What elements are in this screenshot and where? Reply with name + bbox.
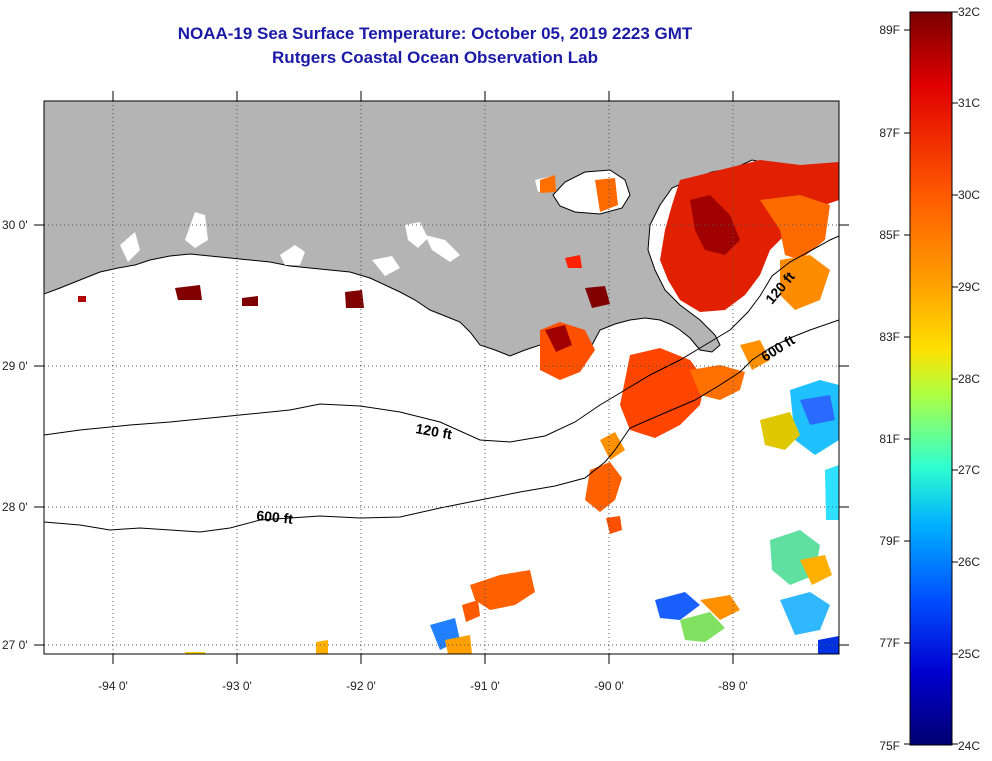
lon-label-89: -89 0' (718, 679, 748, 693)
axis-ticks (34, 91, 849, 664)
map-frame (43, 100, 840, 655)
colorbar-c-31: 31C (958, 96, 980, 110)
lon-label-93: -93 0' (222, 679, 252, 693)
lat-label-28: 28 0' (2, 500, 28, 514)
colorbar-f-89: 89F (879, 23, 900, 37)
colorbar-c-28: 28C (958, 372, 980, 386)
inland-water-3 (280, 245, 305, 265)
lat-label-29: 29 0' (2, 359, 28, 373)
colorbar-ticks (904, 11, 958, 745)
colorbar (909, 11, 953, 746)
graticule (44, 101, 839, 654)
sst-data-patches (78, 160, 839, 654)
colorbar-f-81: 81F (879, 432, 900, 446)
title-line-1: NOAA-19 Sea Surface Temperature: October… (177, 24, 693, 43)
inland-water-5 (425, 235, 460, 262)
lat-label-30: 30 0' (2, 218, 28, 232)
colorbar-f-83: 83F (879, 330, 900, 344)
contour-600ft (44, 319, 839, 533)
colorbar-f-77: 77F (879, 636, 900, 650)
inland-water-4 (405, 222, 428, 248)
colorbar-c-27: 27C (958, 463, 980, 477)
title-line-2: Rutgers Coastal Ocean Observation Lab (272, 48, 598, 67)
inland-water-1 (120, 232, 140, 262)
lon-label-92: -92 0' (346, 679, 376, 693)
colorbar-c-29: 29C (958, 280, 980, 294)
lon-label-91: -91 0' (470, 679, 500, 693)
colorbar-c-30: 30C (958, 188, 980, 202)
colorbar-c-32: 32C (958, 5, 980, 19)
inland-water-2 (185, 212, 208, 248)
colorbar-c-24: 24C (958, 739, 980, 753)
colorbar-c-26: 26C (958, 555, 980, 569)
contour-label-120ft-west: 120 ft (414, 420, 453, 442)
bathymetry-contours (44, 235, 839, 533)
lon-label-90: -90 0' (594, 679, 624, 693)
map-area (44, 101, 839, 654)
colorbar-f-75: 75F (879, 739, 900, 753)
lat-label-27: 27 0' (2, 638, 28, 652)
contour-120ft (44, 235, 839, 443)
inland-water-6 (372, 256, 400, 276)
contour-label-600ft-west: 600 ft (256, 507, 294, 527)
colorbar-f-87: 87F (879, 126, 900, 140)
lon-label-94: -94 0' (98, 679, 128, 693)
colorbar-f-85: 85F (879, 228, 900, 242)
colorbar-c-25: 25C (958, 647, 980, 661)
colorbar-f-79: 79F (879, 534, 900, 548)
